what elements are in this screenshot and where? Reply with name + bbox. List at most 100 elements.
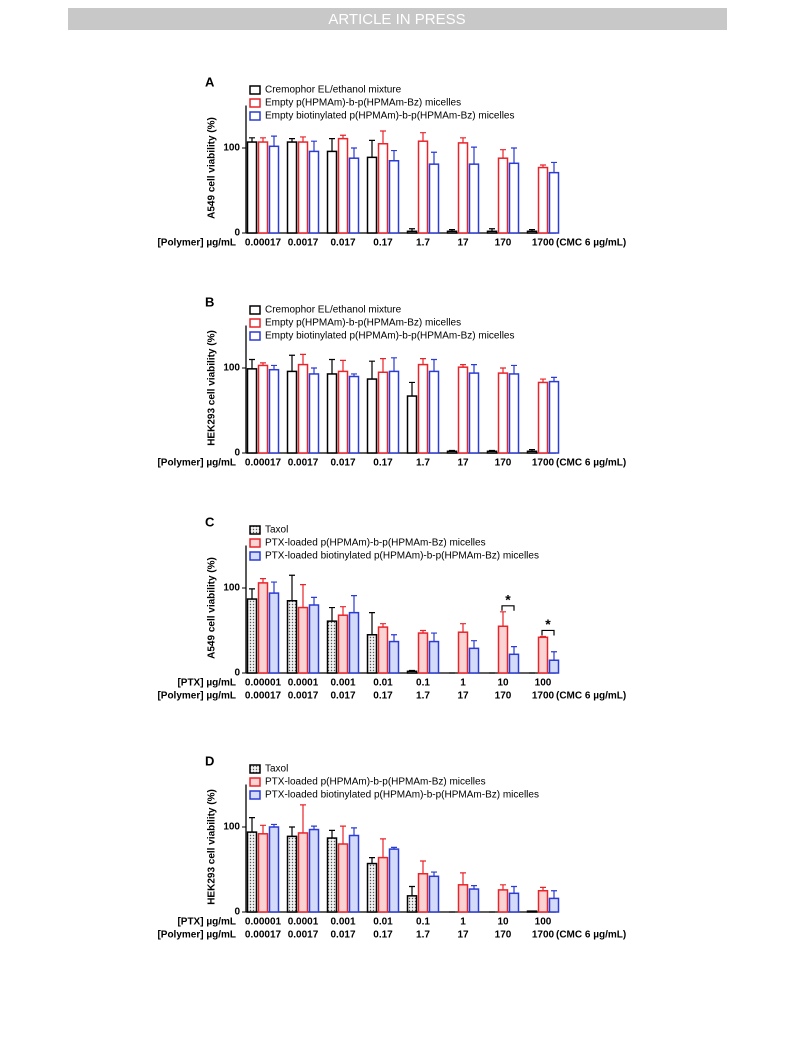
bar	[297, 141, 309, 234]
error-bar	[409, 669, 415, 672]
error-bar	[380, 358, 386, 373]
significance-bracket	[501, 605, 515, 611]
bar	[497, 372, 509, 454]
panel-label: A	[205, 74, 215, 89]
error-bar	[271, 364, 277, 370]
bar	[268, 826, 280, 913]
error-bar	[380, 623, 386, 628]
x-tick-label: 1	[460, 678, 466, 689]
error-bar	[489, 228, 495, 232]
error-bar	[409, 381, 415, 397]
legend-swatch	[249, 98, 261, 108]
x-tick-label: 0.001	[330, 917, 355, 928]
x-tick-label: 170	[495, 930, 512, 941]
y-tick-label: 100	[223, 143, 240, 154]
bar	[246, 598, 258, 674]
bar	[428, 875, 440, 913]
bar	[257, 141, 269, 234]
bar	[486, 230, 498, 234]
error-bar	[431, 632, 437, 642]
error-bar	[511, 147, 517, 164]
error-bar	[289, 138, 295, 143]
bar	[446, 230, 458, 234]
bar	[406, 895, 418, 913]
x-row-label: [PTX] µg/mL	[177, 917, 236, 928]
bar	[406, 395, 418, 454]
bar	[246, 831, 258, 913]
panel-label: B	[205, 294, 214, 309]
significance-mark: *	[545, 616, 551, 632]
bar	[548, 171, 560, 234]
x-tick-label: 17	[457, 691, 469, 702]
bar	[337, 614, 349, 674]
bar	[366, 634, 378, 674]
x-note: (CMC 6 µg/mL)	[556, 691, 626, 702]
x-tick-label: 0.00017	[245, 691, 282, 702]
x-tick-label: 1700	[532, 238, 555, 249]
x-tick-label: 0.17	[373, 930, 393, 941]
legend-swatch	[249, 764, 261, 774]
bar	[526, 450, 538, 454]
legend-label: Empty p(HPMAm)-b-p(HPMAm-Bz) micelles	[265, 98, 461, 109]
legend-label: PTX-loaded p(HPMAm)-b-p(HPMAm-Bz) micell…	[265, 538, 486, 549]
error-bar	[431, 358, 437, 372]
panel-label: D	[205, 753, 214, 768]
error-bar	[340, 825, 346, 844]
y-tick-label: 0	[234, 907, 240, 918]
x-tick-label: 0.001	[330, 678, 355, 689]
x-tick-label: 10	[497, 917, 509, 928]
bar	[246, 368, 258, 454]
error-bar	[500, 149, 506, 159]
error-bar	[420, 358, 426, 365]
error-bar	[409, 885, 415, 896]
legend-swatch	[249, 551, 261, 561]
bar	[257, 833, 269, 913]
bar	[428, 640, 440, 674]
y-tick-label: 0	[234, 448, 240, 459]
error-bar	[329, 829, 335, 839]
bar	[457, 631, 469, 674]
error-bar	[260, 824, 266, 834]
bar	[286, 370, 298, 454]
legend-label: Cremophor EL/ethanol mixture	[265, 85, 402, 96]
error-bar	[311, 367, 317, 374]
error-bar	[260, 362, 266, 366]
bar	[548, 380, 560, 454]
y-tick-label: 100	[223, 822, 240, 833]
error-bar	[551, 651, 557, 661]
error-bar	[351, 595, 357, 613]
bar	[446, 450, 458, 454]
bar	[326, 620, 338, 674]
x-tick-label: 0.0017	[288, 930, 319, 941]
error-bar	[369, 139, 375, 158]
significance-mark: *	[505, 592, 511, 608]
panel-label: C	[205, 514, 215, 529]
bar	[308, 604, 320, 674]
x-tick-label: 0.0001	[288, 678, 319, 689]
bar	[388, 848, 400, 913]
x-tick-label: 0.17	[373, 458, 393, 469]
bar	[497, 889, 509, 913]
error-bar	[500, 367, 506, 374]
error-bar	[289, 574, 295, 601]
error-bar	[431, 871, 437, 877]
x-note: (CMC 6 µg/mL)	[556, 238, 626, 249]
bar	[337, 843, 349, 913]
error-bar	[351, 147, 357, 159]
error-bar	[540, 164, 546, 168]
legend-swatch	[249, 538, 261, 548]
legend-swatch	[249, 111, 261, 121]
bar	[348, 157, 360, 234]
x-row-label: [Polymer] µg/mL	[157, 458, 236, 469]
x-tick-label: 1	[460, 917, 466, 928]
bar	[377, 371, 389, 454]
x-tick-label: 0.00001	[245, 678, 282, 689]
bar	[537, 381, 549, 454]
error-bar	[260, 578, 266, 583]
error-bar	[249, 588, 255, 600]
error-bar	[340, 134, 346, 139]
error-bar	[351, 827, 357, 836]
error-bar	[340, 359, 346, 372]
error-bar	[391, 634, 397, 642]
